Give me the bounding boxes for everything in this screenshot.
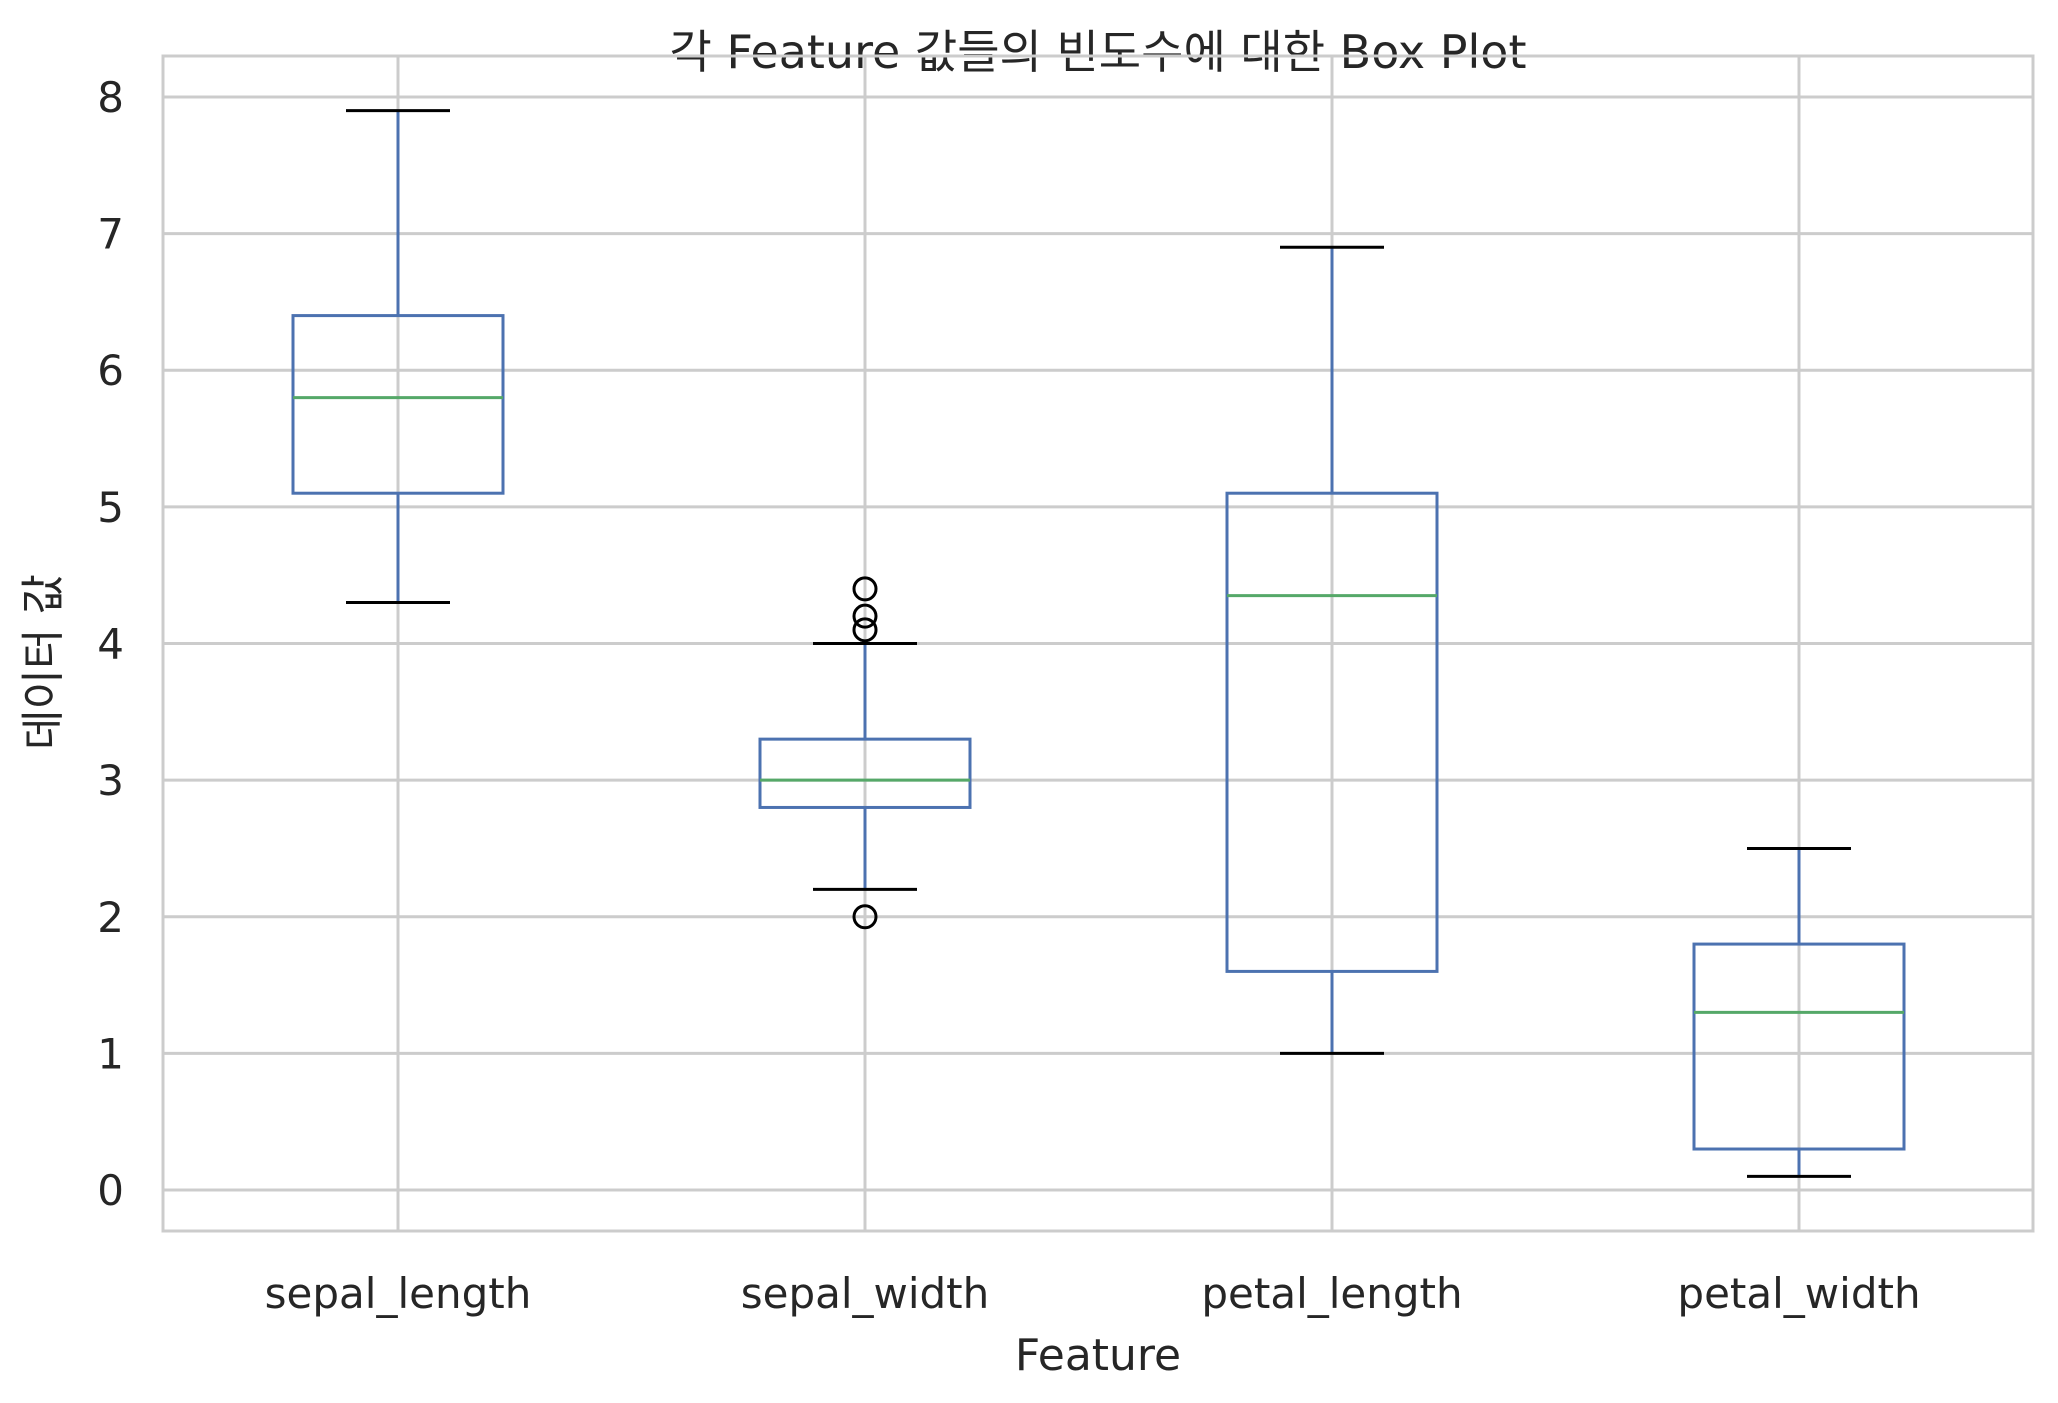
plot-frame <box>161 54 2035 1233</box>
x-tick-label: petal_width <box>1677 1269 1920 1318</box>
y-tick-label: 5 <box>97 483 124 532</box>
y-tick-label: 1 <box>97 1029 124 1078</box>
y-tick-labels: 0 1 2 3 4 5 6 7 8 <box>97 73 124 1215</box>
x-axis-label: Feature <box>1015 1330 1181 1381</box>
chart-title: 각 Feature 값들의 빈도수에 대한 Box Plot <box>670 25 1527 79</box>
iqr-box <box>758 737 972 809</box>
iqr-box <box>1692 942 1906 1151</box>
y-tick-label: 0 <box>97 1166 124 1215</box>
box-petal-length <box>1225 245 1439 1055</box>
y-tick-label: 3 <box>97 756 124 805</box>
y-tick-label: 4 <box>97 620 124 669</box>
y-tick-label: 6 <box>97 346 124 395</box>
x-tick-label: sepal_length <box>265 1269 532 1318</box>
outlier-point <box>852 603 878 629</box>
y-tick-label: 2 <box>97 893 124 942</box>
outlier-point <box>852 904 878 930</box>
box-sepal-width <box>758 576 972 930</box>
x-tick-labels: sepal_length sepal_width petal_length petal… <box>265 1269 1921 1318</box>
boxes <box>291 109 1906 1178</box>
outlier-point <box>852 617 878 643</box>
y-axis-label: 데이터 값 <box>18 574 69 750</box>
x-tick-label: petal_length <box>1201 1269 1462 1318</box>
outlier-point <box>852 576 878 602</box>
grid-lines <box>163 56 2033 1231</box>
x-tick-label: sepal_width <box>741 1269 990 1318</box>
y-tick-label: 7 <box>97 210 124 259</box>
y-tick-label: 8 <box>97 73 124 122</box>
iqr-box <box>291 314 505 495</box>
box-sepal-length <box>291 109 505 605</box>
box-petal-width <box>1692 846 1906 1178</box>
iqr-box <box>1225 491 1439 973</box>
